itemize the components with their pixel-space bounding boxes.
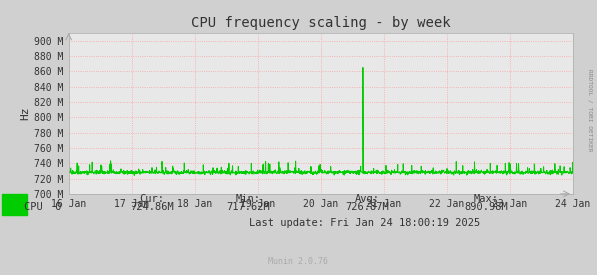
Text: Cur:: Cur:	[140, 194, 165, 204]
Text: 890.98M: 890.98M	[464, 202, 509, 212]
Text: RRDTOOL / TOBI OETIKER: RRDTOOL / TOBI OETIKER	[588, 69, 593, 151]
Text: 724.86M: 724.86M	[130, 202, 174, 212]
Text: 726.87M: 726.87M	[345, 202, 389, 212]
Text: Min:: Min:	[235, 194, 260, 204]
Text: 717.62M: 717.62M	[226, 202, 270, 212]
Text: Max:: Max:	[474, 194, 499, 204]
Title: CPU frequency scaling - by week: CPU frequency scaling - by week	[191, 16, 451, 31]
Y-axis label: Hz: Hz	[20, 107, 30, 120]
Text: Munin 2.0.76: Munin 2.0.76	[269, 257, 328, 266]
Text: Last update: Fri Jan 24 18:00:19 2025: Last update: Fri Jan 24 18:00:19 2025	[248, 218, 480, 228]
Text: Avg:: Avg:	[355, 194, 380, 204]
Text: CPU  0: CPU 0	[24, 202, 61, 212]
